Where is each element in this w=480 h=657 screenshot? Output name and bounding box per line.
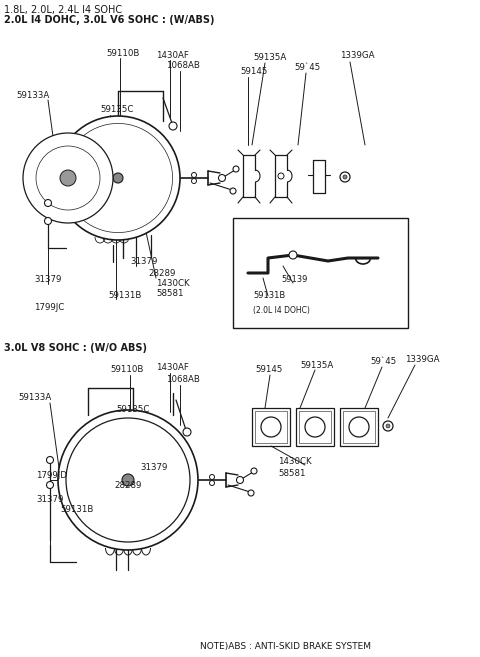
- Bar: [296, 408, 334, 446]
- Circle shape: [45, 217, 51, 225]
- Text: 1339GA: 1339GA: [405, 355, 440, 365]
- Text: 59110B: 59110B: [110, 365, 144, 374]
- Text: 28289: 28289: [114, 482, 142, 491]
- Text: 1068AB: 1068AB: [166, 62, 200, 70]
- Circle shape: [209, 480, 215, 486]
- Bar: [233, 218, 408, 328]
- Circle shape: [305, 417, 325, 437]
- Bar: [255, 411, 287, 443]
- Text: 59`45: 59`45: [370, 357, 396, 367]
- Circle shape: [237, 476, 243, 484]
- Text: 59131B: 59131B: [253, 292, 285, 300]
- Circle shape: [386, 424, 390, 428]
- Circle shape: [192, 179, 196, 183]
- Text: 59145: 59145: [240, 68, 267, 76]
- Text: 59135A: 59135A: [300, 361, 333, 369]
- Text: 59110B: 59110B: [106, 49, 139, 58]
- Text: 58581: 58581: [156, 290, 183, 298]
- Circle shape: [289, 251, 297, 259]
- Circle shape: [349, 417, 369, 437]
- Circle shape: [113, 173, 123, 183]
- Text: 1.8L, 2.0L, 2.4L I4 SOHC: 1.8L, 2.0L, 2.4L I4 SOHC: [4, 5, 122, 15]
- Circle shape: [248, 490, 254, 496]
- Circle shape: [169, 122, 177, 130]
- Text: 1430CK: 1430CK: [156, 279, 190, 288]
- Text: 59131B: 59131B: [108, 290, 142, 300]
- Circle shape: [45, 200, 51, 206]
- Bar: [340, 408, 378, 446]
- Circle shape: [56, 116, 180, 240]
- Text: 59139: 59139: [281, 275, 307, 284]
- Circle shape: [261, 417, 281, 437]
- Text: 2.0L I4 DOHC, 3.0L V6 SOHC : (W/ABS): 2.0L I4 DOHC, 3.0L V6 SOHC : (W/ABS): [4, 15, 215, 25]
- Text: 59145: 59145: [255, 365, 282, 374]
- Text: 59135A: 59135A: [253, 53, 286, 62]
- Text: NOTE)ABS : ANTI-SKID BRAKE SYSTEM: NOTE)ABS : ANTI-SKID BRAKE SYSTEM: [200, 643, 371, 652]
- Text: (2.0L I4 DOHC): (2.0L I4 DOHC): [253, 306, 310, 315]
- Circle shape: [278, 173, 284, 179]
- Text: 28289: 28289: [148, 269, 175, 277]
- Circle shape: [60, 170, 76, 186]
- Text: 59133A: 59133A: [16, 91, 49, 99]
- Circle shape: [218, 175, 226, 181]
- Text: 1430CK: 1430CK: [278, 457, 312, 466]
- Text: 59135C: 59135C: [100, 106, 133, 114]
- Text: 59131B: 59131B: [60, 505, 94, 514]
- Text: 1799JC: 1799JC: [34, 302, 64, 311]
- Circle shape: [58, 410, 198, 550]
- Circle shape: [209, 474, 215, 480]
- Text: 1430AF: 1430AF: [156, 51, 189, 60]
- Text: 3.0L V8 SOHC : (W/O ABS): 3.0L V8 SOHC : (W/O ABS): [4, 343, 147, 353]
- Circle shape: [233, 166, 239, 172]
- Text: 1339GA: 1339GA: [340, 51, 374, 60]
- Text: 59133A: 59133A: [18, 394, 51, 403]
- Text: 58581: 58581: [278, 468, 305, 478]
- Text: 31379: 31379: [34, 275, 61, 284]
- Circle shape: [251, 468, 257, 474]
- Circle shape: [23, 133, 113, 223]
- Text: 1799JD: 1799JD: [36, 472, 67, 480]
- Text: 31379: 31379: [130, 258, 157, 267]
- Circle shape: [183, 428, 191, 436]
- Circle shape: [383, 421, 393, 431]
- Text: 1430AF: 1430AF: [156, 363, 189, 373]
- Bar: [343, 411, 375, 443]
- Circle shape: [47, 482, 53, 489]
- Circle shape: [340, 172, 350, 182]
- Text: 59135C: 59135C: [116, 405, 149, 415]
- Text: 31379: 31379: [140, 463, 168, 472]
- Bar: [299, 411, 331, 443]
- Circle shape: [230, 188, 236, 194]
- Circle shape: [343, 175, 347, 179]
- Text: 59`45: 59`45: [294, 64, 320, 72]
- Circle shape: [47, 457, 53, 463]
- Circle shape: [192, 173, 196, 177]
- Text: 1068AB: 1068AB: [166, 376, 200, 384]
- Bar: [252, 408, 290, 446]
- Circle shape: [122, 474, 134, 486]
- Text: 31379: 31379: [36, 495, 63, 505]
